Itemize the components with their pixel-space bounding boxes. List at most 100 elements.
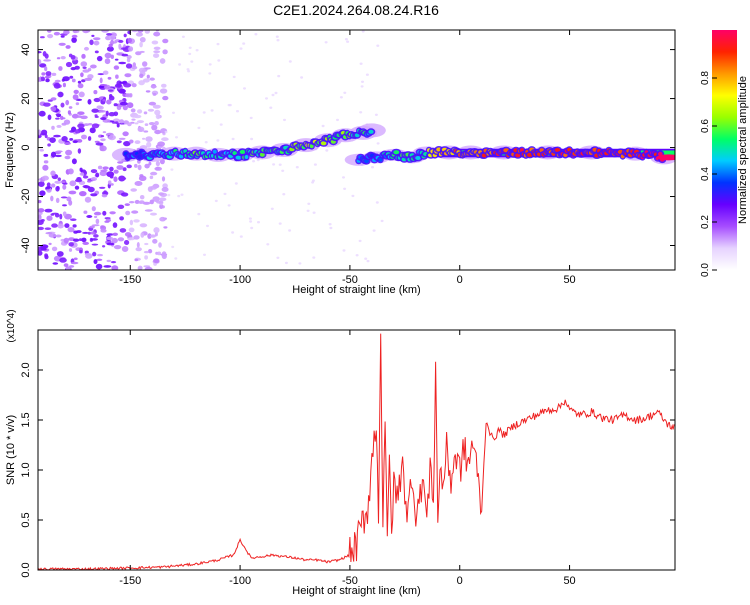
noise-speck (328, 223, 332, 226)
noise-speck (50, 170, 56, 177)
noise-speck (159, 197, 167, 202)
noise-speck (100, 169, 108, 172)
noise-speck (82, 175, 89, 179)
noise-speck (257, 221, 260, 224)
noise-speck (188, 52, 192, 56)
noise-speck (256, 158, 260, 162)
noise-speck (121, 53, 129, 57)
noise-speck (149, 234, 156, 238)
noise-speck (134, 181, 143, 186)
colorbar-tick-label: 0.6 (700, 119, 711, 133)
noise-speck (77, 115, 82, 118)
noise-speck (73, 230, 78, 234)
noise-speck (139, 50, 145, 53)
noise-speck (380, 219, 384, 223)
noise-speck (102, 166, 109, 170)
noise-speck (40, 76, 45, 82)
noise-speck (156, 201, 164, 204)
ridge-core (239, 149, 246, 154)
noise-speck (162, 49, 168, 55)
noise-speck (68, 242, 74, 247)
noise-speck (131, 118, 136, 121)
noise-speck (54, 180, 62, 184)
noise-speck (62, 82, 66, 88)
noise-speck (104, 52, 112, 59)
noise-speck (44, 227, 52, 230)
noise-speck (342, 176, 345, 179)
noise-speck (128, 46, 134, 52)
ridge-core (554, 148, 561, 152)
noise-speck (53, 134, 61, 138)
noise-speck (248, 217, 252, 220)
noise-speck (97, 73, 105, 76)
noise-speck (151, 40, 159, 45)
noise-speck (355, 254, 359, 257)
noise-speck (122, 131, 129, 137)
noise-speck (51, 246, 58, 252)
noise-speck (272, 163, 276, 166)
noise-speck (214, 199, 218, 203)
y-tick-label: 0.0 (20, 562, 32, 577)
noise-speck (312, 211, 316, 214)
noise-speck (84, 77, 92, 81)
noise-speck (106, 46, 114, 52)
noise-speck (38, 226, 44, 231)
noise-speck (60, 115, 64, 120)
noise-speck (118, 43, 122, 49)
noise-speck (123, 33, 127, 38)
noise-speck (38, 214, 42, 221)
noise-speck (142, 61, 148, 67)
noise-speck (281, 169, 285, 172)
noise-speck (77, 148, 82, 154)
noise-speck (91, 224, 100, 227)
heatmap-body (38, 30, 675, 270)
noise-speck (344, 38, 348, 41)
noise-speck (39, 149, 44, 152)
noise-speck (124, 240, 130, 245)
noise-speck (208, 72, 212, 75)
noise-speck (51, 223, 58, 228)
noise-speck (210, 109, 214, 112)
x-tick-label: -150 (119, 575, 141, 587)
noise-speck (159, 216, 166, 222)
noise-speck (110, 183, 114, 186)
noise-speck (374, 113, 378, 117)
noise-speck (149, 77, 155, 81)
noise-speck (139, 223, 148, 228)
noise-speck (51, 72, 57, 76)
noise-speck (219, 123, 223, 126)
noise-speck (54, 79, 61, 83)
noise-speck (188, 46, 192, 49)
x-axis-label: Height of straight line (km) (292, 585, 420, 597)
noise-speck (139, 73, 144, 79)
noise-speck (325, 149, 329, 152)
noise-speck (65, 149, 73, 156)
noise-speck (206, 224, 209, 228)
noise-speck (72, 94, 79, 100)
noise-speck (48, 233, 57, 238)
noise-speck (140, 232, 145, 238)
noise-speck (202, 111, 206, 114)
noise-speck (68, 199, 73, 206)
noise-speck (167, 193, 171, 197)
noise-speck (152, 104, 161, 109)
noise-speck (75, 178, 83, 183)
noise-speck (170, 168, 174, 171)
noise-speck (98, 110, 106, 113)
noise-speck (40, 244, 46, 251)
noise-speck (137, 164, 142, 171)
noise-speck (60, 56, 66, 60)
noise-speck (99, 84, 108, 86)
noise-speck (152, 92, 157, 96)
noise-speck (159, 88, 168, 94)
noise-speck (154, 121, 159, 126)
noise-speck (106, 236, 114, 241)
noise-speck (71, 34, 78, 39)
noise-speck (93, 37, 101, 41)
noise-speck (124, 73, 132, 78)
noise-speck (63, 182, 68, 185)
noise-speck (123, 83, 132, 88)
noise-speck (76, 139, 83, 143)
noise-speck (54, 154, 62, 158)
noise-speck (160, 205, 165, 209)
